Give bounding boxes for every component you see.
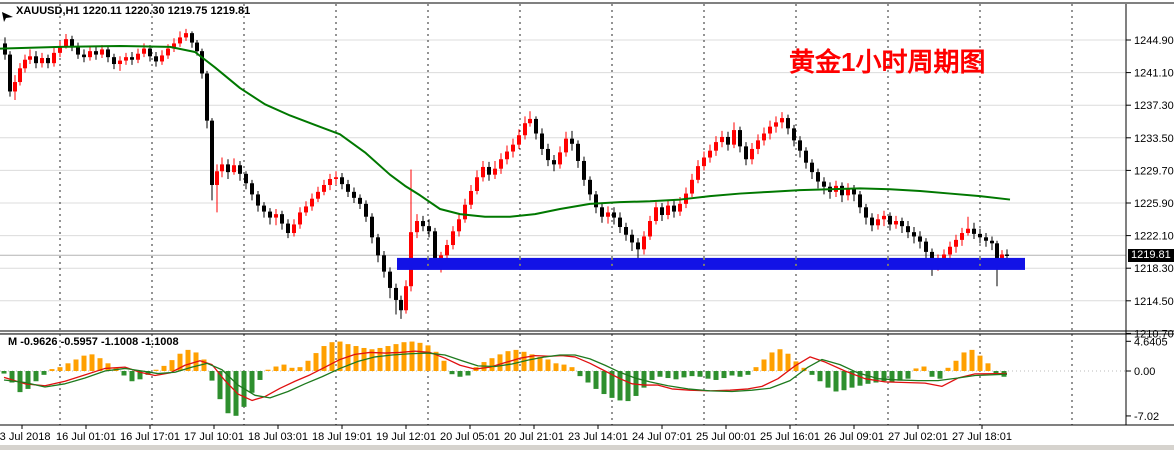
ma-line[interactable] — [0, 45, 1011, 218]
time-axis-label: 16 Jul 17:01 — [120, 431, 180, 443]
price-axis-label: 1244.90 — [1134, 35, 1174, 47]
time-axis-label: 24 Jul 07:01 — [632, 431, 692, 443]
current-price-tag: 1219.81 — [1128, 249, 1174, 262]
price-axis-label: 1233.50 — [1134, 133, 1174, 145]
chart-title: XAUUSD,H1 1220.11 1220.30 1219.75 1219.8… — [16, 5, 251, 17]
price-axis-label: 1237.30 — [1134, 100, 1174, 112]
time-axis-label: 27 Jul 18:01 — [952, 431, 1012, 443]
price-axis-label: 1225.90 — [1134, 198, 1174, 210]
indicator-axis-label: 4.6405 — [1134, 336, 1168, 348]
price-axis-label: 1241.10 — [1134, 68, 1174, 80]
annotation-text[interactable]: 黄金1小时周期图 — [789, 47, 986, 77]
time-axis-label: 13 Jul 2018 — [0, 431, 50, 443]
indicator-label: M -0.9626 -0.5957 -1.1008 -1.1008 — [8, 336, 179, 348]
time-axis-label: 17 Jul 10:01 — [184, 431, 244, 443]
indicator-axis-label: -7.02 — [1134, 411, 1159, 423]
indicator-axis-label: 0.00 — [1134, 366, 1155, 378]
price-axis-label: 1218.30 — [1134, 263, 1174, 275]
time-axis-label: 16 Jul 01:01 — [56, 431, 116, 443]
time-axis-label: 19 Jul 12:01 — [376, 431, 436, 443]
time-axis-label: 18 Jul 19:01 — [312, 431, 372, 443]
time-axis-label: 23 Jul 14:01 — [568, 431, 628, 443]
time-axis-label: 26 Jul 09:01 — [824, 431, 884, 443]
price-axis-label: 1222.10 — [1134, 231, 1174, 243]
price-axis-label: 1214.50 — [1134, 296, 1174, 308]
time-axis-label: 25 Jul 16:01 — [760, 431, 820, 443]
macd-green-line — [3, 352, 1008, 399]
time-axis-label: 27 Jul 02:01 — [888, 431, 948, 443]
candles-layer[interactable] — [3, 28, 1009, 319]
price-axis-label: 1210.70 — [1134, 328, 1174, 340]
status-strip — [0, 445, 1174, 450]
time-axis-label: 20 Jul 21:01 — [504, 431, 564, 443]
macd-red-line — [3, 350, 1008, 402]
support-zone[interactable] — [397, 257, 1025, 270]
time-axis-label: 20 Jul 05:01 — [440, 431, 500, 443]
price-axis-label: 1229.70 — [1134, 165, 1174, 177]
cursor-arrow-icon — [2, 12, 13, 22]
time-axis-label: 25 Jul 00:01 — [696, 431, 756, 443]
time-axis-label: 18 Jul 03:01 — [248, 431, 308, 443]
